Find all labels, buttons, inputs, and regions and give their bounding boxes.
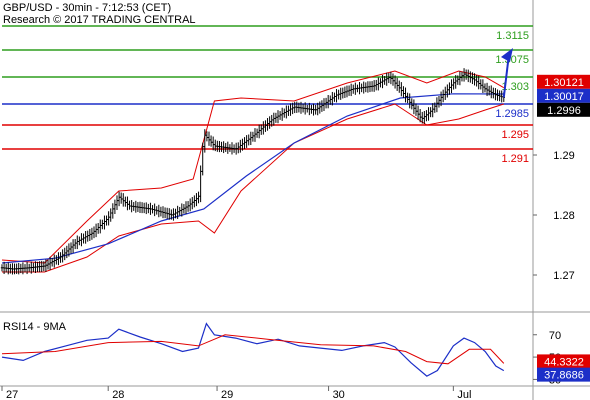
rsi-panel-title: RSI14 - 9MA xyxy=(3,321,66,333)
level-label-support: 1.291 xyxy=(501,153,529,165)
price-tick-label: 1.28 xyxy=(553,210,574,222)
header-title: GBP/USD - 30min - 7:12:53 (CET) xyxy=(3,2,172,14)
rsi-badge-label-rsi_ma: 44.3322 xyxy=(544,356,584,368)
rsi-ma-line xyxy=(1,334,505,365)
rsi-tick-label: 70 xyxy=(549,330,561,342)
bollinger-lower-line xyxy=(2,103,504,273)
rsi-badge-label-rsi: 37.8686 xyxy=(544,370,584,382)
projection-arrow-line xyxy=(502,53,510,98)
time-tick-label: 28 xyxy=(112,389,124,400)
price-badge-bollinger xyxy=(537,74,590,89)
level-label-resistance: 1.3075 xyxy=(495,54,529,66)
projection-arrow-head xyxy=(501,48,513,62)
rsi-badge-rsi xyxy=(537,367,590,382)
level-label-resistance: 1.3115 xyxy=(496,30,529,42)
price-badge-current xyxy=(537,102,590,117)
moving-average-line xyxy=(1,93,504,264)
time-tick-label: 27 xyxy=(6,389,18,400)
level-label-resistance: 1.303 xyxy=(501,81,529,93)
price-badge-label-ma: 1.30017 xyxy=(544,91,584,103)
rsi-badge-rsi_ma xyxy=(537,354,590,369)
price-badge-ma xyxy=(537,88,590,103)
bollinger-upper-line xyxy=(1,70,505,264)
price-tick-label: 1.29 xyxy=(553,150,574,162)
price-badge-label-current: 1.2996 xyxy=(547,105,581,117)
time-tick-label: Jul xyxy=(457,389,471,400)
price-badge-label-bollinger: 1.30121 xyxy=(544,77,584,89)
rsi-line xyxy=(1,322,505,377)
level-label-pivot: 1.2985 xyxy=(495,108,529,120)
time-tick-label: 29 xyxy=(221,389,233,400)
price-tick-label: 1.27 xyxy=(553,270,574,282)
header-copyright: Research © 2017 TRADING CENTRAL xyxy=(3,14,196,26)
level-label-support: 1.295 xyxy=(501,129,529,141)
time-tick-label: 30 xyxy=(333,389,345,400)
